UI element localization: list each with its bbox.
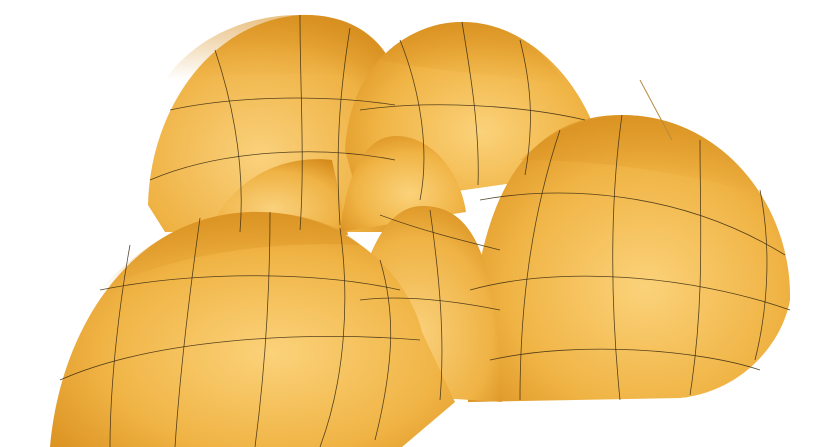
mesh-lines	[59, 14, 791, 447]
dome	[50, 211, 455, 447]
